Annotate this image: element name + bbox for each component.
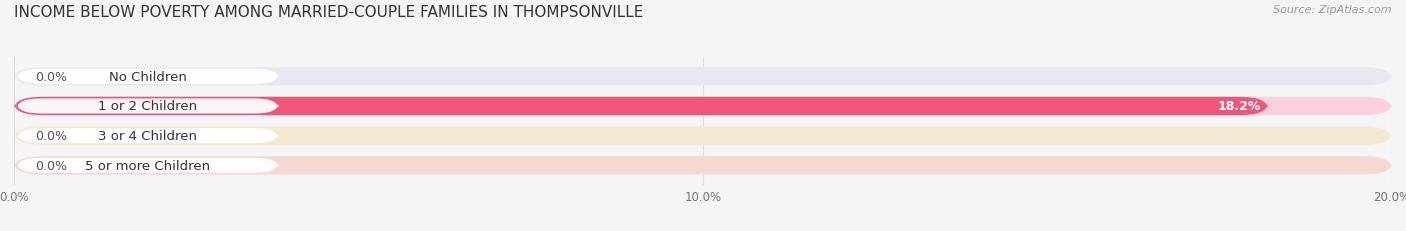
Text: Source: ZipAtlas.com: Source: ZipAtlas.com <box>1274 5 1392 15</box>
FancyBboxPatch shape <box>17 158 278 173</box>
Text: 0.0%: 0.0% <box>35 130 66 143</box>
Text: INCOME BELOW POVERTY AMONG MARRIED-COUPLE FAMILIES IN THOMPSONVILLE: INCOME BELOW POVERTY AMONG MARRIED-COUPL… <box>14 5 644 20</box>
FancyBboxPatch shape <box>14 127 1392 145</box>
FancyBboxPatch shape <box>17 99 278 114</box>
Text: 5 or more Children: 5 or more Children <box>86 159 211 172</box>
FancyBboxPatch shape <box>14 97 1268 116</box>
Text: 1 or 2 Children: 1 or 2 Children <box>98 100 197 113</box>
FancyBboxPatch shape <box>14 68 1392 86</box>
Text: 18.2%: 18.2% <box>1218 100 1261 113</box>
FancyBboxPatch shape <box>14 156 1392 175</box>
Text: No Children: No Children <box>108 70 187 83</box>
FancyBboxPatch shape <box>17 70 278 85</box>
FancyBboxPatch shape <box>14 97 1392 116</box>
FancyBboxPatch shape <box>17 128 278 143</box>
Text: 3 or 4 Children: 3 or 4 Children <box>98 130 197 143</box>
Text: 0.0%: 0.0% <box>35 159 66 172</box>
Text: 0.0%: 0.0% <box>35 70 66 83</box>
